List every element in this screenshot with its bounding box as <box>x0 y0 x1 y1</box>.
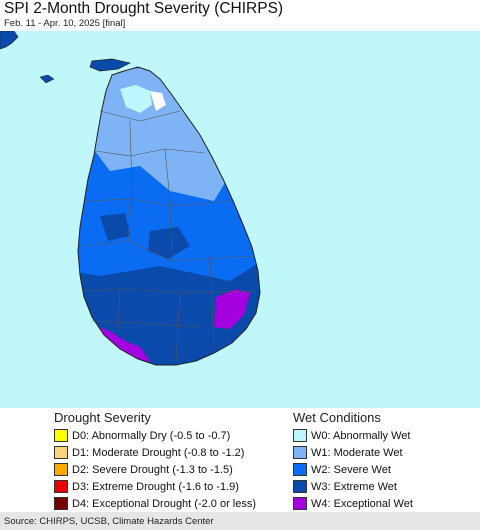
legend-label: D0: Abnormally Dry (-0.5 to -0.7) <box>72 429 231 442</box>
legend-item-w2: W2: Severe Wet <box>293 461 413 478</box>
legend-item-w4: W4: Exceptional Wet <box>293 495 413 512</box>
legend-swatch <box>293 429 307 442</box>
mannar-island-shape <box>39 74 55 84</box>
legend-swatch <box>293 446 307 459</box>
legend-label: W3: Extreme Wet <box>311 480 397 493</box>
map-title: SPI 2-Month Drought Severity (CHIRPS) <box>4 0 284 17</box>
legend-label: D1: Moderate Drought (-0.8 to -1.2) <box>72 446 245 459</box>
legend-item-d2: D2: Severe Drought (-1.3 to -1.5) <box>54 461 256 478</box>
legend-label: W2: Severe Wet <box>311 463 391 476</box>
legend-swatch <box>54 446 68 459</box>
legend-swatch <box>293 497 307 510</box>
legend: Drought Severity D0: Abnormally Dry (-0.… <box>0 408 480 512</box>
legend-label: W4: Exceptional Wet <box>311 497 413 510</box>
footer-bar: Source: CHIRPS, UCSB, Climate Hazards Ce… <box>0 512 480 530</box>
drought-legend: Drought Severity D0: Abnormally Dry (-0.… <box>54 408 256 512</box>
source-credit: Source: CHIRPS, UCSB, Climate Hazards Ce… <box>4 516 214 527</box>
legend-item-d3: D3: Extreme Drought (-1.6 to -1.9) <box>54 478 256 495</box>
district-boundaries <box>81 110 257 362</box>
legend-swatch <box>293 463 307 476</box>
legend-swatch <box>54 429 68 442</box>
legend-item-w0: W0: Abnormally Wet <box>293 427 413 444</box>
island-zones <box>78 67 260 365</box>
legend-item-d0: D0: Abnormally Dry (-0.5 to -0.7) <box>54 427 256 444</box>
map-subtitle: Feb. 11 - Apr. 10, 2025 [final] <box>4 18 126 29</box>
wet-legend: Wet Conditions W0: Abnormally Wet W1: Mo… <box>293 408 413 512</box>
legend-item-d1: D1: Moderate Drought (-0.8 to -1.2) <box>54 444 256 461</box>
map-panel <box>0 31 480 408</box>
legend-item-d4: D4: Exceptional Drought (-2.0 or less) <box>54 495 256 512</box>
legend-label: W0: Abnormally Wet <box>311 429 411 442</box>
legend-swatch <box>293 480 307 493</box>
drought-legend-heading: Drought Severity <box>54 410 151 425</box>
legend-label: D4: Exceptional Drought (-2.0 or less) <box>72 497 257 510</box>
legend-swatch <box>54 463 68 476</box>
legend-item-w3: W3: Extreme Wet <box>293 478 413 495</box>
legend-item-w1: W1: Moderate Wet <box>293 444 413 461</box>
india-coast-shape <box>0 31 19 50</box>
sri-lanka-map <box>0 31 261 366</box>
legend-label: W1: Moderate Wet <box>311 446 403 459</box>
legend-swatch <box>54 497 68 510</box>
wet-legend-heading: Wet Conditions <box>293 410 381 425</box>
island-outline <box>77 66 261 366</box>
jaffna-peninsula-shape <box>89 58 132 72</box>
legend-swatch <box>54 480 68 493</box>
legend-label: D2: Severe Drought (-1.3 to -1.5) <box>72 463 233 476</box>
legend-label: D3: Extreme Drought (-1.6 to -1.9) <box>72 480 239 493</box>
